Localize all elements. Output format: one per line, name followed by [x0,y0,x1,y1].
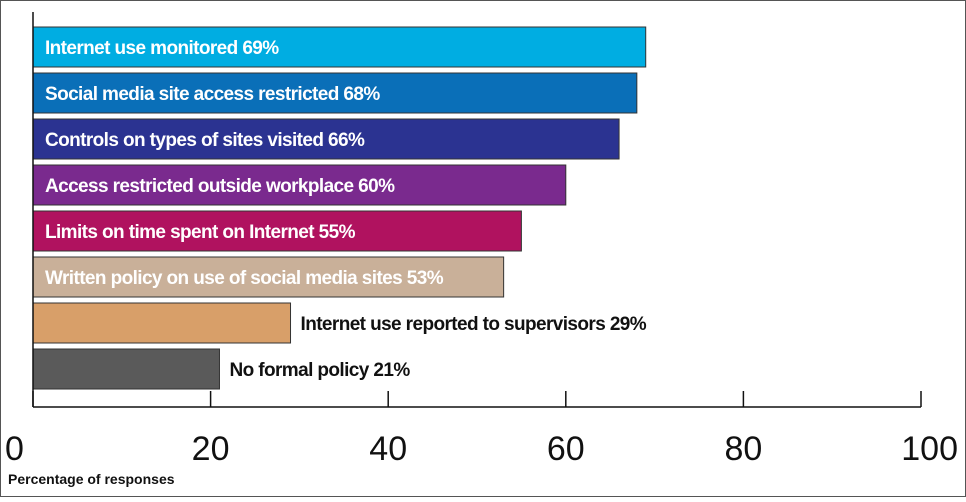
bar [32,118,620,160]
bar-label: Written policy on use of social media si… [45,268,444,289]
x-axis: 0 20 40 60 80 100 [5,12,958,468]
bar [32,210,522,252]
bar [32,164,567,206]
x-tick-label: 100 [901,430,958,468]
x-axis-label: Percentage of responses [8,471,175,487]
bar-label: Social media site access restricted 68% [45,84,380,105]
x-tick-label: 40 [369,430,407,468]
x-tick-label: 60 [547,430,585,468]
bar-label: Access restricted outside workplace 60% [45,176,395,197]
x-tick-label: 80 [724,430,762,468]
bar [32,26,647,68]
bar-label: Limits on time spent on Internet 55% [45,222,356,243]
bar-label: Controls on types of sites visited 66% [45,130,365,151]
x-tick-label: 20 [192,430,230,468]
bar-label: Internet use monitored 69% [45,38,279,59]
bar [32,302,292,344]
x-tick-label: 0 [5,430,24,468]
bars-layer: Internet use monitored 69% Social media s… [32,26,647,390]
bar [32,348,220,390]
bar [32,256,505,298]
bar-label: No formal policy 21% [229,360,410,381]
bar-label: Internet use reported to supervisors 29% [301,314,647,335]
